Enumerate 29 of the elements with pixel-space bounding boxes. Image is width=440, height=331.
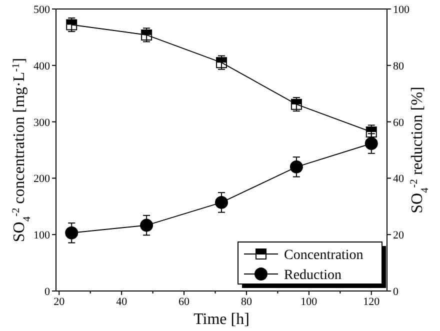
legend-label: Reduction [284,268,342,283]
y2-tick-label: 0 [393,286,399,298]
y-tick-label: 200 [34,173,50,186]
legend-label: Concentration [284,248,364,263]
x-tick-label: 60 [178,296,190,308]
y2-tick-label: 40 [393,173,404,186]
y2-tick-label: 20 [393,230,404,242]
y2-tick-label: 60 [393,116,404,129]
y2-tick-label: 100 [393,4,410,16]
y-tick-label: 0 [44,286,50,298]
y-tick-label: 100 [34,230,50,242]
x-tick-label: 20 [54,296,66,308]
point [290,98,302,110]
point [364,137,378,150]
point [215,196,228,209]
x-tick-label: 100 [300,296,318,308]
y2-tick-label: 80 [393,60,404,72]
x-axis-title: Time [h] [194,311,250,328]
y-tick-label: 500 [34,4,50,16]
point [65,226,78,240]
x-tick-label: 120 [363,296,380,308]
x-tick-label: 40 [116,296,128,308]
point [140,218,154,232]
point [290,160,303,174]
point [366,126,377,138]
x-tick-label: 80 [240,296,252,308]
point [66,19,78,30]
y-tick-label: 400 [34,60,50,72]
y-tick-label: 300 [34,116,50,129]
